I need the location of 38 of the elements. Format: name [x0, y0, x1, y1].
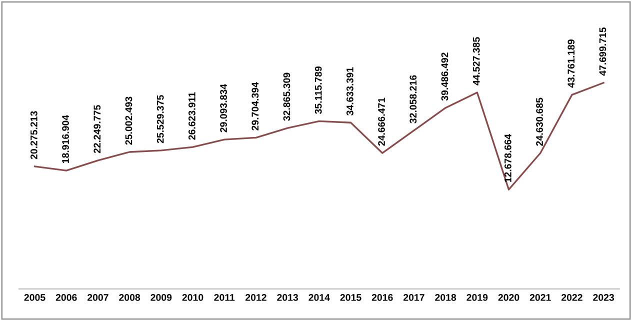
data-label: 44.527.385 [472, 37, 480, 86]
data-label: 32.865.309 [283, 72, 290, 121]
data-label: 39.486.492 [441, 52, 448, 101]
data-label: 32.058.216 [410, 75, 417, 124]
data-label: 26.623.911 [188, 92, 196, 140]
data-label: 20.275.213 [30, 111, 38, 160]
x-tick-label: 2010 [182, 294, 204, 301]
data-label: 18.916.904 [62, 115, 69, 164]
data-label: 24.630.685 [536, 98, 543, 146]
x-tick-label: 2022 [561, 294, 582, 301]
x-tick-label: 2020 [498, 294, 520, 301]
x-tick-label: 2019 [466, 294, 488, 301]
x-tick-label: 2005 [24, 294, 46, 301]
data-label: 43.761.189 [568, 40, 575, 88]
data-label: 47.699.715 [599, 27, 606, 76]
x-tick-label: 2021 [530, 294, 551, 301]
data-label: 12.678.664 [504, 134, 512, 182]
x-tick-label: 2017 [403, 294, 424, 301]
data-label: 25.002.493 [125, 96, 132, 145]
data-label: 29.704.394 [252, 82, 259, 130]
x-tick-label: 2013 [277, 294, 298, 301]
x-tick-label: 2009 [150, 294, 172, 301]
data-label: 34.633.391 [346, 67, 354, 116]
data-label: 22.249.775 [94, 105, 101, 154]
x-tick-label: 2008 [119, 294, 140, 301]
x-tick-label: 2016 [372, 294, 393, 301]
x-tick-label: 2018 [435, 294, 456, 301]
x-tick-label: 2007 [87, 294, 108, 301]
x-tick-label: 2006 [56, 294, 77, 301]
x-tick-label: 2015 [340, 294, 362, 301]
x-tick-label: 2014 [308, 294, 330, 301]
x-tick-label: 2012 [245, 294, 266, 301]
x-tick-label: 2023 [593, 294, 614, 301]
data-label: 25.529.375 [156, 95, 164, 144]
data-label: 24.666.471 [378, 98, 385, 146]
data-label: 35.115.789 [314, 66, 322, 114]
x-tick-label: 2011 [214, 294, 235, 301]
data-label: 29.093.834 [220, 84, 227, 132]
